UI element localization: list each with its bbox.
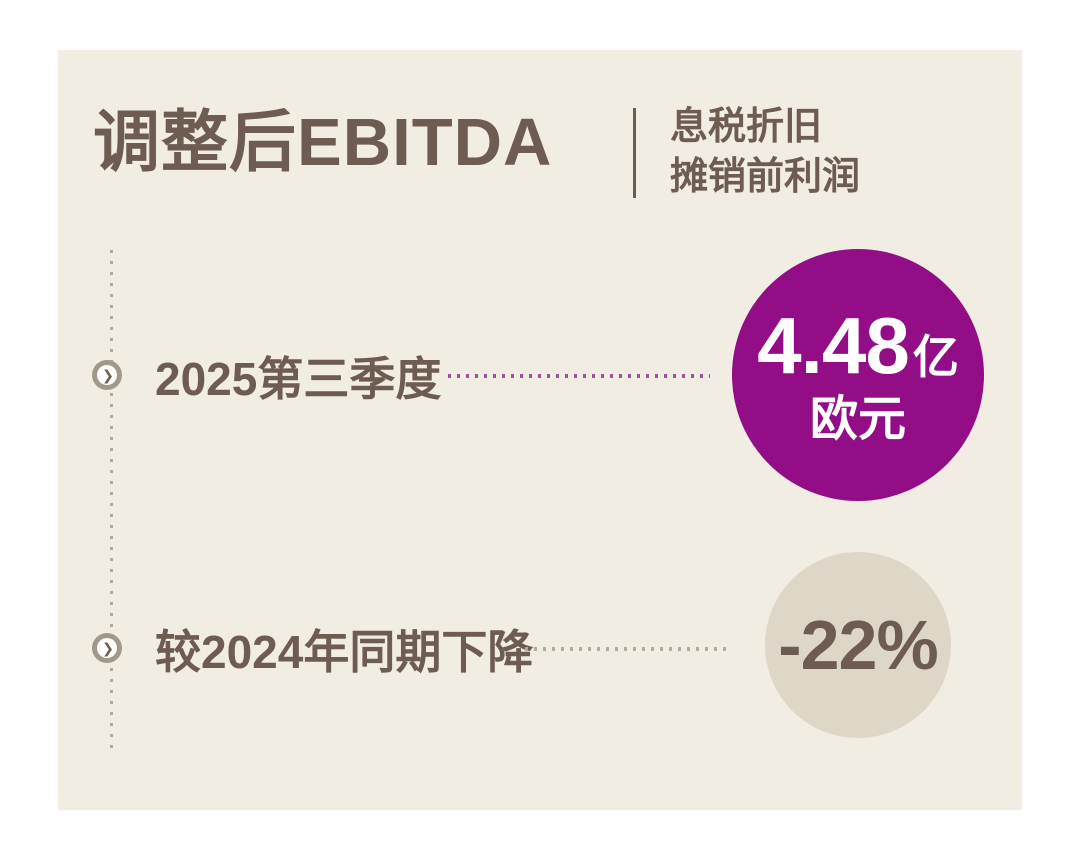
chevron-right-bullet-icon: ❯: [92, 360, 122, 390]
header-divider: [633, 108, 636, 198]
row1-value-currency: 欧元: [809, 393, 906, 446]
row2-label: 较2024年同期下降: [155, 626, 534, 678]
bullet-inner-circle: ❯: [97, 638, 117, 658]
row1-value-line: 4.48 亿: [757, 306, 959, 386]
row1-label: 2025第三季度: [155, 353, 442, 405]
row2-dotted-leader: [525, 647, 728, 651]
row2-value-circle: -22%: [765, 552, 951, 738]
chevron-right-glyph: ❯: [102, 367, 114, 383]
bullet-inner-circle: ❯: [97, 365, 117, 385]
subtitle: 息税折旧 摊销前利润: [670, 102, 860, 202]
row1-value-circle: 4.48 亿 欧元: [732, 249, 984, 501]
row2-value-percent: -22%: [778, 606, 938, 684]
page-title: 调整后EBITDA: [93, 105, 553, 180]
row1-value-number: 4.48: [757, 301, 910, 390]
chevron-right-bullet-icon: ❯: [92, 633, 122, 663]
timeline-dotted-line: [110, 250, 113, 755]
subtitle-line1: 息税折旧: [670, 106, 823, 148]
infographic-card: 调整后EBITDA 息税折旧 摊销前利润 ❯ 2025第三季度 4.48 亿 欧…: [58, 50, 1022, 810]
row1-value-unit: 亿: [912, 331, 959, 383]
row1-dotted-leader: [448, 374, 710, 378]
chevron-right-glyph: ❯: [102, 640, 114, 656]
subtitle-line2: 摊销前利润: [670, 156, 861, 198]
